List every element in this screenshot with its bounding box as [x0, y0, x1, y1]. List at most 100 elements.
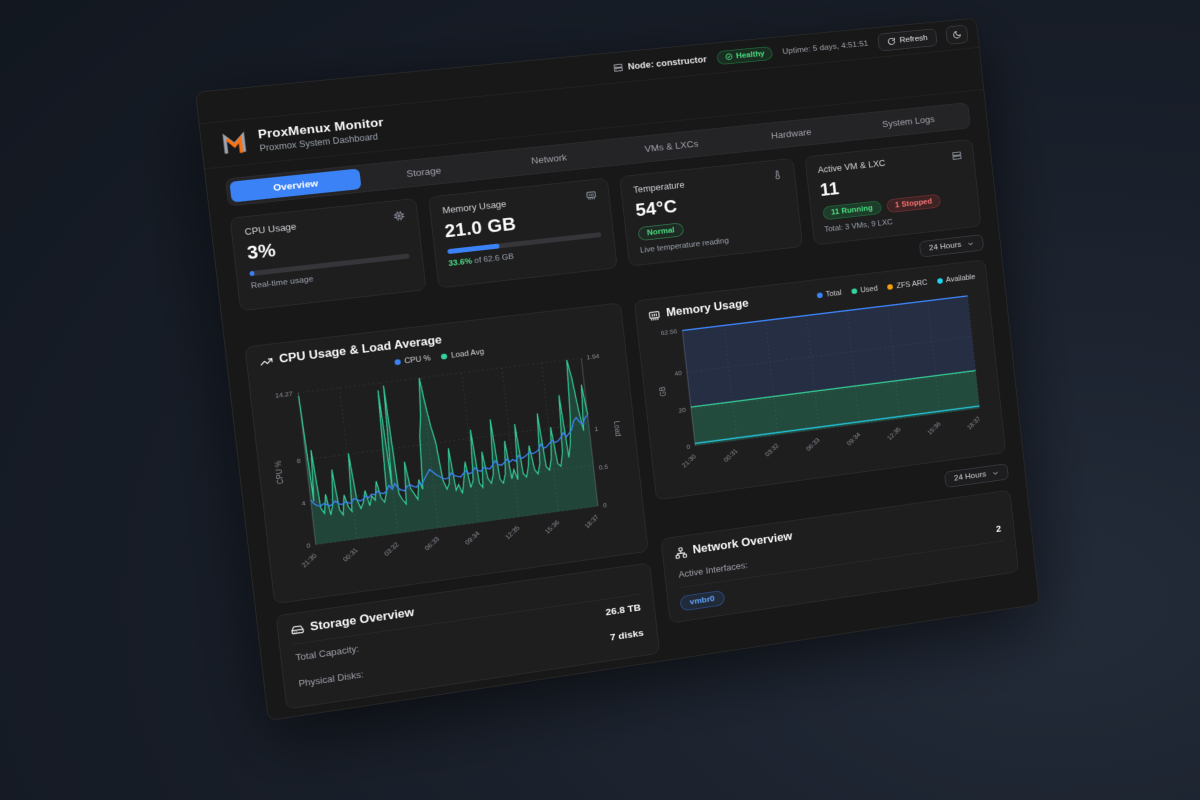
svg-text:18:37: 18:37 [584, 514, 601, 530]
thermometer-icon [771, 169, 783, 180]
svg-text:15:36: 15:36 [927, 421, 943, 436]
svg-text:CPU %: CPU % [273, 460, 285, 485]
memory-chart-icon [647, 309, 661, 322]
main-content: Overview Storage Network VMs & LXCs Hard… [205, 90, 1040, 721]
refresh-icon [887, 37, 896, 46]
svg-text:4: 4 [301, 500, 306, 507]
memory-card-title: Memory Usage [441, 199, 507, 216]
svg-text:03:32: 03:32 [383, 541, 401, 557]
node-label: Node: constructor [627, 54, 708, 72]
app-header: ProxMenux Monitor Proxmox System Dashboa… [199, 47, 984, 170]
check-circle-icon [724, 53, 733, 61]
svg-text:00:31: 00:31 [723, 448, 739, 464]
tab-network[interactable]: Network [530, 151, 568, 167]
legend-label-available: Available [945, 272, 976, 285]
svg-text:14.27: 14.27 [275, 391, 294, 400]
cpu-progress-fill [249, 270, 255, 277]
legend-label-used: Used [860, 284, 879, 295]
svg-text:00:31: 00:31 [342, 547, 360, 563]
storage-disks-label: Physical Disks: [298, 669, 365, 689]
temperature-status-badge: Normal [637, 222, 685, 242]
server-stack-icon [951, 150, 962, 161]
tab-vms-lxcs[interactable]: VMs & LXCs [644, 138, 699, 155]
chevron-down-icon [966, 240, 974, 248]
active-vm-lxc-card: Active VM & LXC 11 11 Running 1 Stopped … [804, 138, 982, 246]
tab-overview[interactable]: Overview [229, 168, 362, 203]
legend-label-cpu: CPU % [404, 353, 432, 366]
vm-card-title: Active VM & LXC [817, 158, 886, 176]
network-interfaces-value: 2 [995, 523, 1002, 535]
svg-text:06:33: 06:33 [424, 536, 441, 552]
svg-text:15:36: 15:36 [544, 519, 561, 535]
health-status-badge: Healthy [715, 45, 774, 65]
interface-chip-vmbr0: vmbr0 [679, 590, 725, 612]
svg-text:1: 1 [594, 426, 599, 433]
cpu-load-chart-card: CPU Usage & Load Average CPU % Load Avg … [244, 302, 649, 605]
cpu-chip-icon [392, 210, 405, 222]
temperature-card-title: Temperature [632, 179, 686, 196]
tab-system-logs[interactable]: System Logs [881, 113, 936, 130]
legend-dot-zfs-arc [887, 283, 894, 290]
network-icon [674, 546, 688, 559]
svg-text:40: 40 [674, 370, 682, 377]
svg-text:0: 0 [306, 543, 311, 550]
memory-chart-card: Memory Usage Total Used ZFS ARC Availabl… [633, 259, 1007, 501]
storage-capacity-value: 26.8 TB [604, 602, 642, 618]
header-titles: ProxMenux Monitor Proxmox System Dashboa… [257, 115, 385, 153]
storage-capacity-label: Total Capacity: [295, 643, 360, 663]
server-icon [613, 62, 624, 73]
proxmenux-logo [218, 128, 251, 158]
svg-text:0: 0 [603, 503, 608, 510]
vm-stopped-badge: 1 Stopped [886, 193, 942, 214]
storage-disks-value: 7 disks [609, 627, 645, 643]
legend-label-load: Load Avg [450, 347, 485, 360]
dashboard-panel: Node: constructor Healthy Uptime: 5 days… [195, 17, 1040, 721]
svg-text:0.5: 0.5 [599, 464, 609, 472]
cpu-load-chart: 0 4 8 14.27 0 0.5 1 1.94 21:30 00:31 03:32 06:33 09:… [273, 353, 622, 569]
memory-usage-card: Memory Usage 21.0 GB 33.6% of 62.6 GB [427, 177, 618, 289]
svg-text:12:35: 12:35 [504, 525, 521, 541]
legend-label-zfs-arc: ZFS ARC [896, 278, 928, 291]
network-interfaces-label: Active Interfaces: [678, 560, 749, 580]
svg-text:62.56: 62.56 [661, 329, 678, 337]
trending-up-icon [259, 355, 274, 369]
temperature-card: Temperature 54°C Normal Live temperature… [619, 157, 803, 267]
time-range-select-top[interactable]: 24 Hours [919, 234, 985, 258]
svg-text:0: 0 [686, 444, 691, 451]
svg-text:21:30: 21:30 [301, 553, 319, 569]
chevron-down-icon-2 [991, 469, 999, 477]
svg-text:GB: GB [658, 386, 668, 397]
moon-icon [952, 30, 962, 40]
theme-toggle-button[interactable] [945, 24, 969, 45]
refresh-button[interactable]: Refresh [877, 27, 938, 52]
tab-storage[interactable]: Storage [405, 164, 442, 180]
memory-progress-fill [446, 243, 500, 255]
node-indicator: Node: constructor [613, 54, 708, 73]
memory-percent: 33.6% [447, 257, 473, 269]
svg-text:1.94: 1.94 [586, 353, 600, 361]
cpu-card-title: CPU Usage [244, 221, 297, 238]
legend-label-total: Total [825, 288, 842, 299]
legend-dot-load [441, 353, 448, 360]
health-label: Healthy [735, 49, 766, 61]
time-range-top-label: 24 Hours [928, 240, 962, 253]
tab-hardware[interactable]: Hardware [770, 126, 812, 141]
legend-dot-available [936, 278, 943, 285]
legend-dot-total [816, 292, 823, 299]
time-range-select-bottom[interactable]: 24 Hours [944, 463, 1009, 488]
refresh-label: Refresh [899, 33, 929, 45]
time-range-bottom-label: 24 Hours [953, 470, 987, 483]
uptime-text: Uptime: 5 days, 4:51:51 [781, 39, 869, 56]
memory-chart: 0 20 40 62.56 21:30 00:31 03:32 06:33 09:34 12:35… [658, 285, 993, 469]
legend-dot-used [851, 288, 858, 295]
vm-running-badge: 11 Running [821, 200, 882, 221]
svg-text:12:35: 12:35 [886, 426, 902, 441]
svg-text:21:30: 21:30 [681, 453, 698, 469]
cpu-usage-card: CPU Usage 3% Real-time usage [229, 198, 427, 312]
svg-text:06:33: 06:33 [805, 437, 821, 453]
svg-text:Load: Load [612, 420, 622, 436]
memory-total: of 62.6 GB [471, 252, 515, 266]
legend-dot-cpu [394, 358, 402, 366]
svg-text:8: 8 [296, 458, 301, 465]
